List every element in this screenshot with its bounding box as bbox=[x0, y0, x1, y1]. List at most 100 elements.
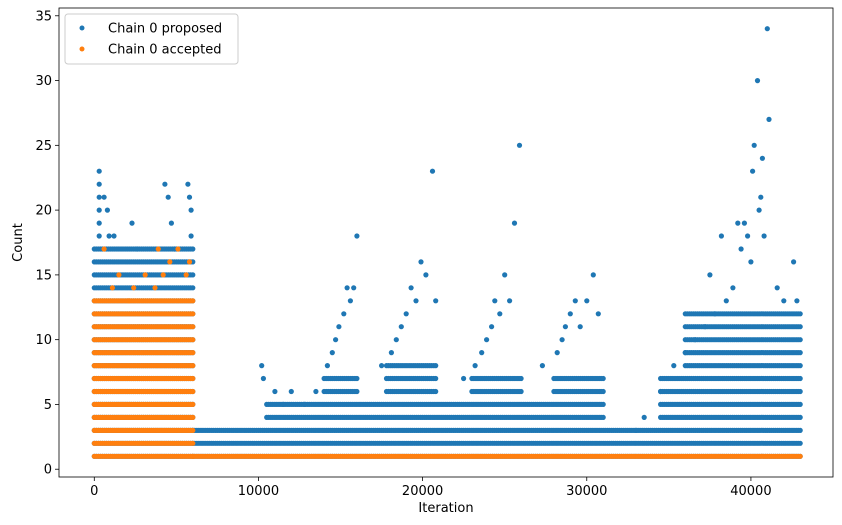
data-point bbox=[764, 26, 770, 32]
data-point bbox=[671, 363, 677, 369]
data-point bbox=[162, 181, 168, 187]
data-point bbox=[106, 233, 112, 239]
data-point bbox=[516, 142, 523, 148]
data-point bbox=[433, 388, 439, 395]
data-point bbox=[418, 259, 424, 265]
data-point bbox=[797, 453, 803, 459]
data-point bbox=[730, 285, 736, 291]
data-point bbox=[702, 324, 708, 330]
x-tick-label: 10000 bbox=[238, 484, 279, 499]
data-point bbox=[797, 363, 803, 369]
data-point bbox=[96, 220, 102, 226]
data-point bbox=[354, 388, 360, 395]
data-point bbox=[413, 298, 419, 304]
data-point bbox=[336, 324, 342, 330]
data-point bbox=[738, 246, 744, 252]
data-point bbox=[718, 233, 725, 239]
data-point bbox=[584, 298, 590, 304]
data-point bbox=[600, 401, 606, 407]
data-point bbox=[379, 363, 385, 369]
data-point bbox=[408, 285, 414, 291]
data-point bbox=[288, 388, 294, 395]
data-point bbox=[175, 246, 181, 252]
data-point bbox=[190, 246, 196, 252]
data-point bbox=[461, 375, 467, 382]
y-tick-label: 10 bbox=[35, 333, 52, 348]
data-point bbox=[190, 375, 196, 382]
data-point bbox=[479, 350, 485, 356]
data-point bbox=[745, 233, 751, 239]
y-tick-label: 0 bbox=[44, 463, 52, 478]
y-tick-label: 5 bbox=[44, 398, 52, 413]
data-point bbox=[433, 375, 439, 382]
data-point bbox=[502, 272, 508, 278]
data-point bbox=[272, 388, 278, 395]
x-axis-label: Iteration bbox=[418, 501, 473, 516]
data-point bbox=[511, 220, 518, 226]
series-1 bbox=[91, 246, 803, 459]
data-point bbox=[126, 298, 132, 304]
data-point bbox=[96, 168, 102, 174]
data-point bbox=[168, 220, 174, 226]
data-point bbox=[186, 194, 193, 200]
data-point bbox=[791, 259, 797, 265]
data-point bbox=[188, 233, 194, 239]
data-point bbox=[658, 388, 664, 395]
data-point bbox=[748, 259, 754, 265]
data-point bbox=[347, 298, 353, 304]
data-point bbox=[759, 155, 766, 161]
data-point bbox=[712, 311, 718, 317]
data-point bbox=[104, 207, 110, 213]
data-point bbox=[403, 311, 409, 317]
data-point bbox=[398, 324, 404, 330]
data-point bbox=[183, 272, 189, 278]
data-point bbox=[797, 401, 803, 407]
data-point bbox=[351, 285, 357, 291]
data-point bbox=[423, 272, 429, 278]
data-point bbox=[109, 285, 115, 291]
data-point bbox=[797, 375, 803, 382]
y-tick-label: 25 bbox=[35, 139, 52, 154]
data-point bbox=[692, 337, 698, 343]
plot-background bbox=[59, 8, 833, 477]
data-point bbox=[797, 440, 803, 446]
data-point bbox=[190, 324, 196, 330]
x-tick-label: 30000 bbox=[566, 484, 607, 499]
data-point bbox=[781, 298, 787, 304]
data-point bbox=[433, 363, 439, 369]
data-point bbox=[429, 168, 436, 174]
data-point bbox=[559, 337, 565, 343]
data-point bbox=[751, 142, 757, 148]
data-point bbox=[190, 285, 196, 291]
data-point bbox=[160, 272, 166, 278]
x-tick-label: 0 bbox=[90, 484, 98, 499]
data-point bbox=[758, 194, 764, 200]
data-point bbox=[111, 233, 117, 239]
data-point bbox=[761, 233, 767, 239]
data-point bbox=[774, 285, 780, 291]
data-point bbox=[590, 272, 596, 278]
data-point bbox=[313, 388, 319, 395]
data-point bbox=[497, 311, 503, 317]
y-tick-label: 35 bbox=[35, 9, 52, 24]
data-point bbox=[797, 324, 803, 330]
data-point bbox=[96, 194, 102, 200]
data-point bbox=[167, 259, 173, 265]
data-point bbox=[354, 233, 360, 239]
data-point bbox=[190, 401, 196, 407]
data-point bbox=[96, 207, 102, 213]
data-point bbox=[186, 259, 193, 265]
data-point bbox=[329, 350, 335, 356]
data-point bbox=[472, 363, 478, 369]
data-point bbox=[280, 401, 286, 407]
data-point bbox=[155, 246, 161, 252]
data-point bbox=[484, 337, 490, 343]
plot-area bbox=[59, 8, 833, 477]
data-point bbox=[797, 337, 803, 343]
data-point bbox=[116, 272, 122, 278]
data-point bbox=[518, 388, 524, 395]
data-point bbox=[797, 427, 803, 433]
data-point bbox=[682, 350, 688, 356]
data-point bbox=[600, 388, 606, 395]
